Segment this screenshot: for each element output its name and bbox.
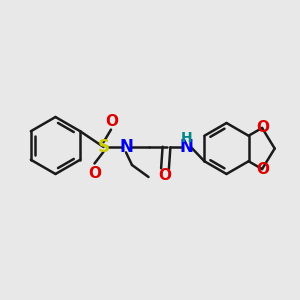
Text: O: O <box>158 168 171 183</box>
Text: N: N <box>119 138 133 156</box>
Text: H: H <box>181 131 192 145</box>
Text: S: S <box>98 138 110 156</box>
Text: N: N <box>179 138 193 156</box>
Text: O: O <box>105 114 119 129</box>
Text: O: O <box>88 166 101 181</box>
Text: O: O <box>256 162 269 177</box>
Text: O: O <box>256 120 269 135</box>
